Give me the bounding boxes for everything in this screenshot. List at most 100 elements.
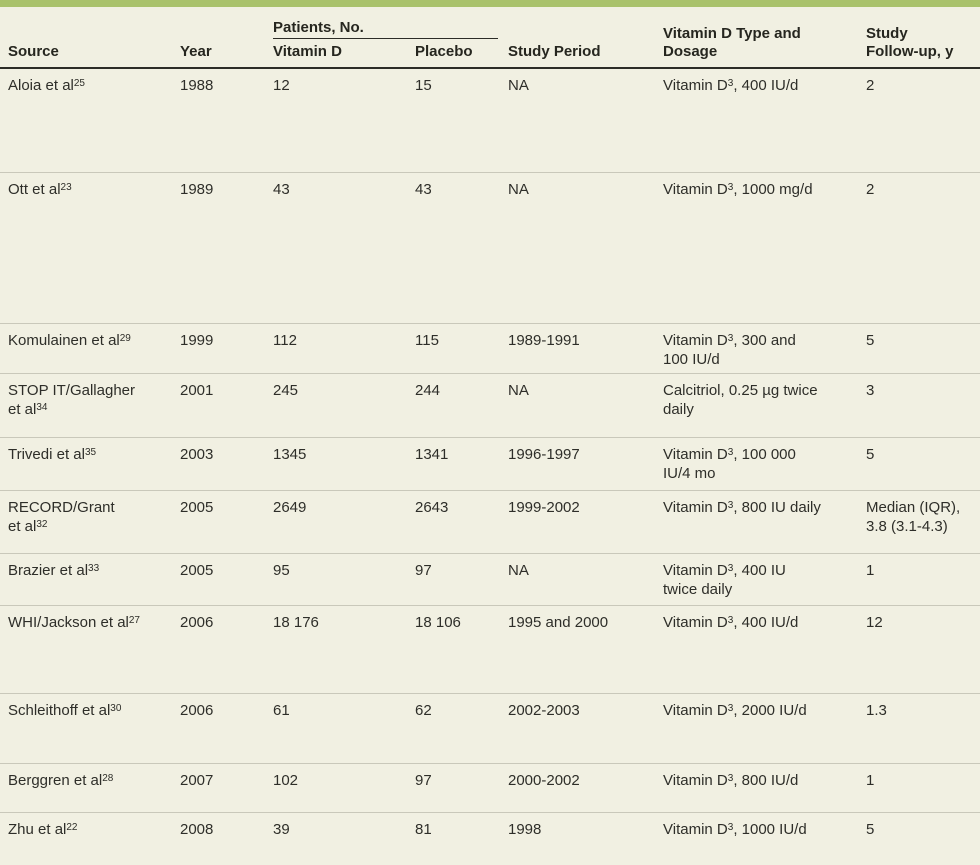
- year-cell: 2007: [172, 763, 265, 813]
- vitamin-d-count: 39: [273, 820, 290, 838]
- dosage-cell: Vitamin D3, 400 IU/d: [655, 605, 858, 694]
- col-header-study-period: Study Period: [500, 39, 655, 69]
- study-period-cell: 1989-1991: [500, 323, 655, 374]
- table-row: Komulainen et al29 1999 112 115 1989-199…: [0, 323, 980, 374]
- table-row: WHI/Jackson et al27 2006 18 176 18 106 1…: [0, 605, 980, 694]
- patients-group-underline: [273, 38, 498, 39]
- source-cell: Komulainen et al29: [0, 323, 172, 374]
- source-cell: STOP IT/Gallagher et al34: [0, 373, 172, 438]
- placebo-count-cell: 18 106: [407, 605, 500, 694]
- col-header-dosage: Vitamin D Type and Dosage: [655, 25, 858, 69]
- vitamin-d-count: 1345: [273, 445, 307, 463]
- followup-value: 3: [866, 381, 875, 399]
- followup-cell: Median (IQR), 3.8 (3.1-4.3): [858, 490, 980, 554]
- reference-superscript: 33: [88, 562, 100, 574]
- followup-cell: 2: [858, 172, 980, 324]
- vitamin-d-count-cell: 1345: [265, 437, 407, 491]
- followup-value: 1.3: [866, 701, 887, 719]
- reference-superscript: 28: [102, 772, 114, 784]
- placebo-count: 244: [415, 381, 441, 399]
- year-cell: 2001: [172, 373, 265, 438]
- vitamin-d-count: 112: [273, 331, 297, 349]
- col-header-vitamin-d: Vitamin D: [265, 39, 407, 69]
- source-text: Berggren et al: [8, 771, 103, 789]
- dosage-cell: Calcitriol, 0.25 µg twice daily: [655, 373, 858, 438]
- dosage-superscript: 3: [727, 562, 734, 574]
- year-value: 1988: [180, 77, 214, 94]
- followup-cell: 5: [858, 323, 980, 374]
- followup-cell: 12: [858, 605, 980, 694]
- placebo-count: 2643: [415, 498, 449, 516]
- source-text: Schleithoff et al: [8, 701, 111, 719]
- dosage-text: Vitamin D: [663, 498, 728, 516]
- source-cell: Berggren et al28: [0, 763, 172, 813]
- study-period-value: 1996-1997: [508, 445, 580, 463]
- year-cell: 2005: [172, 553, 265, 606]
- followup-value: 5: [866, 331, 875, 349]
- followup-value: 2: [866, 180, 875, 198]
- followup-value: 5: [866, 445, 875, 463]
- reference-superscript: 34: [36, 401, 48, 413]
- study-period-value: 1998: [508, 820, 542, 838]
- dosage-text: Vitamin D: [663, 561, 728, 579]
- reference-superscript: 30: [110, 702, 122, 714]
- year-cell: 1988: [172, 68, 265, 173]
- dosage-cell: Vitamin D3, 300 and 100 IU/d: [655, 323, 858, 374]
- study-period-value: NA: [508, 77, 529, 94]
- placebo-count-cell: 97: [407, 763, 500, 813]
- dosage-text: Vitamin D: [663, 445, 728, 463]
- source-cell: Trivedi et al35: [0, 437, 172, 491]
- followup-cell: 5: [858, 437, 980, 491]
- reference-superscript: 22: [66, 821, 78, 833]
- followup-cell: 2: [858, 68, 980, 173]
- source-text: Trivedi et al: [8, 445, 85, 463]
- year-cell: 2003: [172, 437, 265, 491]
- reference-superscript: 32: [36, 518, 48, 530]
- table-row: Berggren et al28 2007 102 97 2000-2002 V…: [0, 763, 980, 813]
- followup-value: 1: [866, 561, 875, 579]
- col-header-year: Year: [172, 39, 265, 69]
- placebo-count-cell: 81: [407, 812, 500, 865]
- study-period-value: 1995 and 2000: [508, 613, 609, 631]
- dosage-text-rest: , 400 IU/d: [733, 77, 799, 94]
- dosage-text: Vitamin D: [663, 820, 728, 838]
- vitamin-d-count: 12: [273, 77, 290, 94]
- vitamin-d-count-cell: 39: [265, 812, 407, 865]
- source-text: Komulainen et al: [8, 331, 120, 349]
- placebo-count: 15: [415, 77, 432, 94]
- dosage-superscript: 3: [727, 821, 734, 833]
- accent-bar: [0, 0, 980, 7]
- placebo-count: 43: [415, 180, 432, 198]
- source-text: Ott et al: [8, 180, 61, 198]
- study-table: Patients, No. Source Year Vitamin D Plac…: [0, 7, 980, 865]
- placebo-count: 1341: [415, 445, 449, 463]
- dosage-text-rest: , 800 IU/d: [733, 771, 799, 789]
- source-text: Aloia et al: [8, 77, 74, 94]
- source-cell: Brazier et al33: [0, 553, 172, 606]
- vitamin-d-count-cell: 12: [265, 68, 407, 173]
- year-value: 2007: [180, 771, 214, 789]
- followup-cell: 1: [858, 763, 980, 813]
- table-row: Brazier et al33 2005 95 97 NA Vitamin D3…: [0, 553, 980, 606]
- study-period-value: 2000-2002: [508, 771, 580, 789]
- dosage-cell: Vitamin D3, 400 IU/d: [655, 68, 858, 173]
- dosage-text-rest: , 2000 IU/d: [733, 701, 807, 719]
- placebo-count-cell: 1341: [407, 437, 500, 491]
- vitamin-d-count-cell: 2649: [265, 490, 407, 554]
- dosage-superscript: 3: [727, 332, 734, 344]
- source-cell: RECORD/Grant et al32: [0, 490, 172, 554]
- col-header-placebo: Placebo: [407, 39, 500, 69]
- dosage-text-rest: , 800 IU daily: [733, 498, 821, 516]
- study-period-value: NA: [508, 561, 529, 579]
- dosage-text: Calcitriol, 0.25 µg twice daily: [663, 381, 818, 418]
- vitamin-d-count-cell: 102: [265, 763, 407, 813]
- study-period-cell: 2002-2003: [500, 693, 655, 764]
- dosage-text-rest: , 1000 mg/d: [733, 180, 813, 198]
- source-cell: Schleithoff et al30: [0, 693, 172, 764]
- dosage-superscript: 3: [727, 772, 734, 784]
- placebo-count-cell: 62: [407, 693, 500, 764]
- dosage-cell: Vitamin D3, 100 000 IU/4 mo: [655, 437, 858, 491]
- source-text: RECORD/Grant et al: [8, 498, 115, 535]
- year-value: 2001: [180, 381, 214, 399]
- group-header-row: Patients, No.: [0, 7, 980, 39]
